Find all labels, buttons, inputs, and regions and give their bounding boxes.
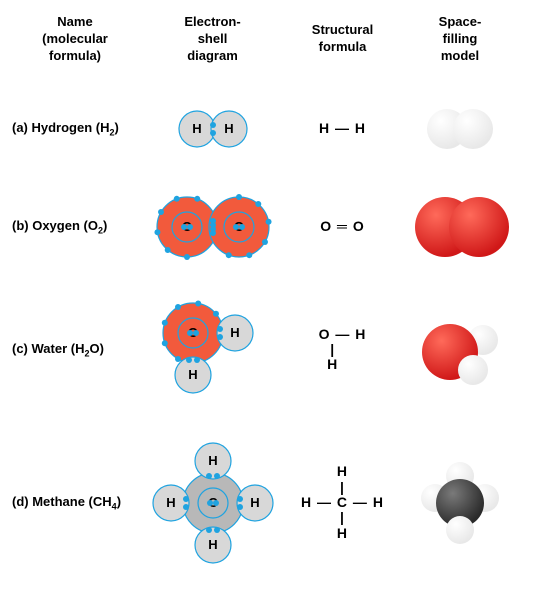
svg-text:H: H [250, 495, 259, 510]
svg-text:H: H [208, 537, 217, 552]
row-struct-3: H|H — C — H|H [285, 450, 400, 555]
row-name-1: (b) Oxygen (O2) [10, 216, 140, 238]
header-model: Space-fillingmodel [400, 10, 520, 85]
row-shell-1: OO [140, 173, 285, 281]
row-model-0 [400, 87, 520, 170]
header-name: Name(molecularformula) [10, 10, 140, 85]
row-shell-0: HH [140, 85, 285, 173]
svg-text:H: H [188, 367, 197, 382]
row-name-3: (d) Methane (CH4) [10, 492, 140, 514]
svg-text:H: H [224, 121, 233, 136]
row-model-2 [400, 298, 520, 401]
row-struct-0: H — H [285, 107, 400, 150]
row-struct-2: O — H| H [285, 313, 400, 387]
row-name-0: (a) Hydrogen (H2) [10, 118, 140, 140]
svg-text:H: H [208, 453, 217, 468]
svg-text:H: H [166, 495, 175, 510]
row-name-2: (c) Water (H2O) [10, 339, 140, 361]
header-struct: Structuralformula [285, 18, 400, 76]
row-model-1 [400, 178, 520, 276]
svg-text:H: H [230, 325, 239, 340]
header-shell: Electron-shelldiagram [140, 10, 285, 85]
row-struct-1: O ═ O [285, 205, 400, 248]
row-shell-3: CHHHH [140, 419, 285, 587]
row-shell-2: OHH [140, 281, 285, 419]
row-model-3 [400, 444, 520, 562]
svg-text:H: H [192, 121, 201, 136]
